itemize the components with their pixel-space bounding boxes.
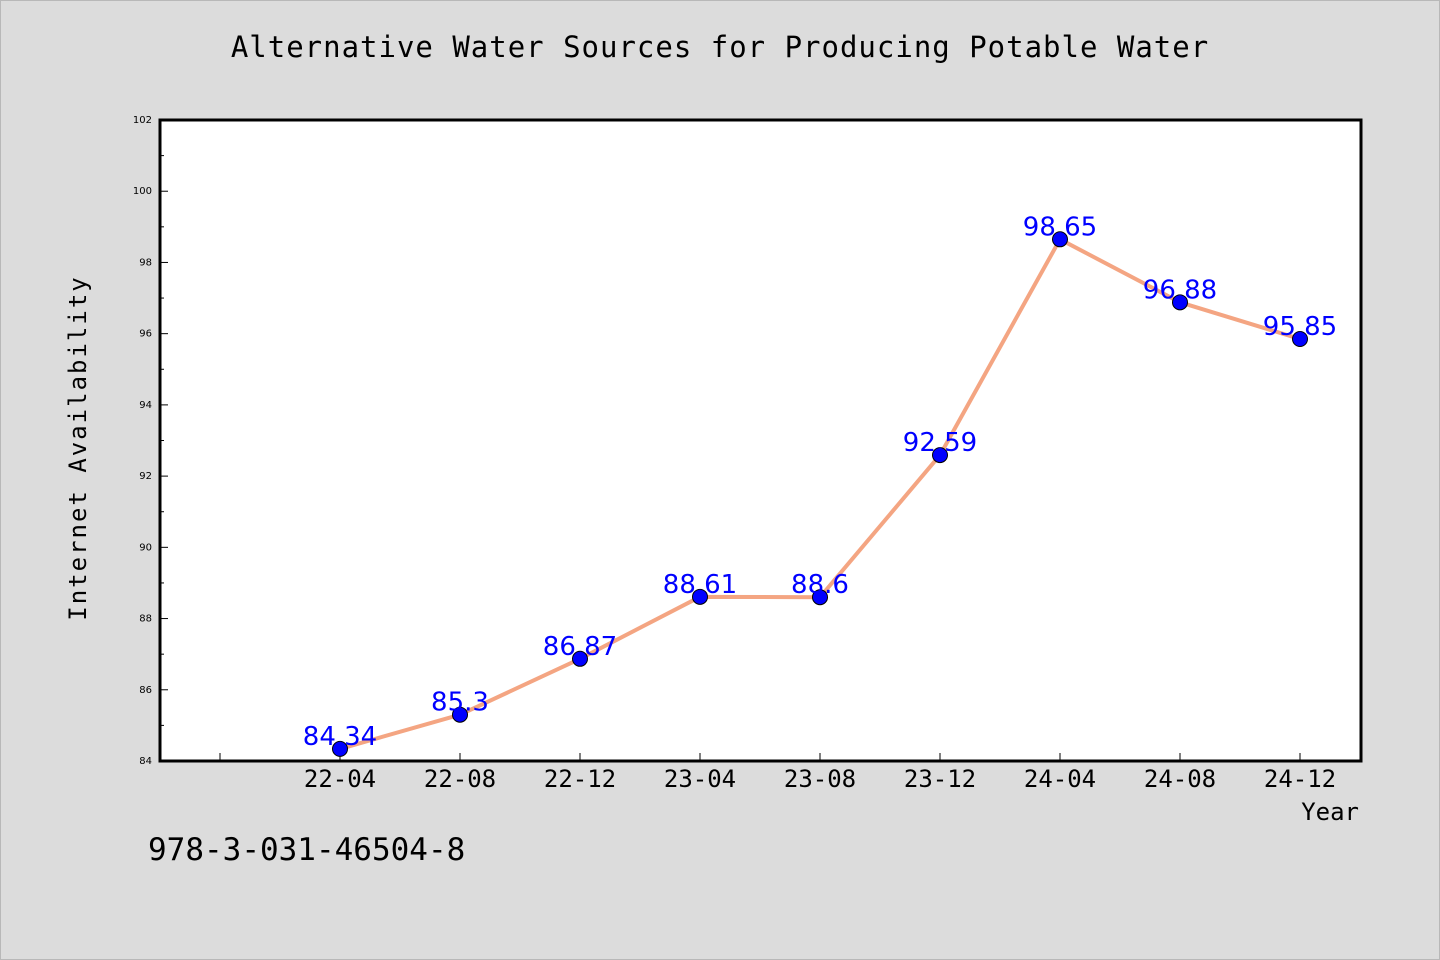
x-axis-label: Year: [1301, 798, 1359, 826]
data-label: 96.88: [1143, 275, 1217, 305]
x-tick-label: 22-08: [424, 765, 496, 793]
x-tick-label: 24-12: [1264, 765, 1336, 793]
plot-area: [158, 118, 1363, 763]
series-group: 84.34 85.3 86.87 88.61 88.6 92.59 98.65 96.88 95…: [303, 212, 1337, 757]
x-tick-label: 24-08: [1144, 765, 1216, 793]
y-tick-label: 102: [133, 115, 152, 126]
data-point: [1052, 231, 1068, 248]
x-tick-label: 22-12: [544, 765, 616, 793]
y-tick-label: 100: [133, 186, 152, 197]
data-point: [332, 740, 348, 757]
x-axis: 22-04 22-08 22-12 23-04 23-08 23-12 24-04 24-08…: [219, 753, 1336, 793]
data-point: [452, 706, 468, 723]
data-label: 92.59: [903, 428, 977, 458]
isbn-text: 978-3-031-46504-8: [148, 832, 466, 868]
data-label: 86.87: [543, 632, 617, 662]
x-tick-label: 23-04: [664, 765, 736, 793]
data-point: [692, 588, 708, 605]
data-point: [1172, 294, 1188, 311]
data-label: 88.6: [791, 570, 849, 600]
x-tick-label: 23-08: [784, 765, 856, 793]
y-tick-label: 94: [139, 400, 152, 411]
y-axis: 84 86 88 90 92 94 96 98 100 102: [133, 115, 168, 767]
x-tick-label: 22-04: [304, 765, 376, 793]
data-label: 84.34: [303, 722, 377, 752]
data-point: [932, 447, 948, 464]
chart-title: Alternative Water Sources for Producing …: [230, 30, 1210, 64]
data-point: [812, 589, 828, 606]
data-point: [572, 650, 588, 667]
y-axis-label: Internet Availability: [64, 275, 92, 620]
data-point: [1292, 331, 1308, 348]
x-tick-label: 24-04: [1024, 765, 1096, 793]
y-tick-label: 84: [139, 756, 152, 767]
data-label: 88.61: [663, 570, 737, 600]
y-tick-label: 90: [139, 542, 152, 553]
y-tick-label: 88: [139, 614, 152, 625]
y-tick-label: 96: [139, 329, 152, 340]
data-label: 98.65: [1023, 212, 1097, 242]
data-label: 95.85: [1263, 312, 1337, 342]
x-tick-label: 23-12: [904, 765, 976, 793]
data-label: 85.3: [431, 688, 489, 718]
y-tick-label: 92: [139, 471, 152, 482]
y-tick-label: 86: [139, 685, 152, 696]
y-tick-label: 98: [139, 257, 152, 268]
